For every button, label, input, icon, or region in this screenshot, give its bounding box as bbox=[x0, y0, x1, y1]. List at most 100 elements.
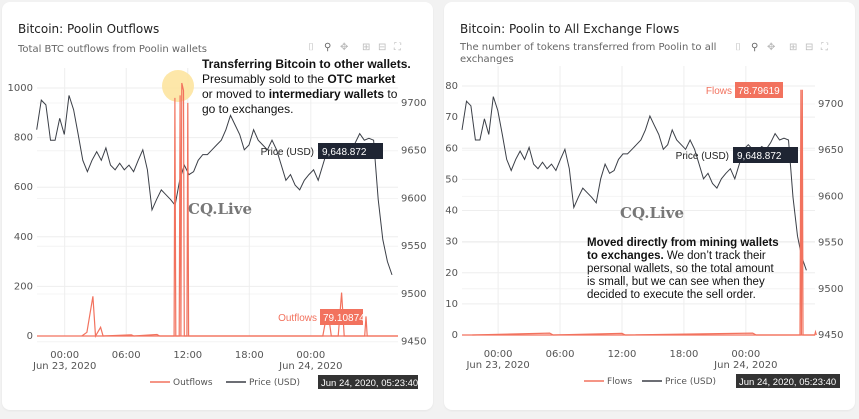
legend-item-price: Price (USD) bbox=[665, 377, 716, 387]
x-tick-label: 00:00 bbox=[731, 349, 760, 360]
x-tick-label: 06:00 bbox=[546, 349, 575, 360]
chart-1: 0 10 20 30 40 50 60 70 80 9450 9500 9550 9600 9650 970… bbox=[445, 42, 843, 388]
chart-title: Bitcoin: Poolin to All Exchange Flows bbox=[460, 22, 680, 36]
x-tick-label: 00:00 bbox=[296, 350, 325, 361]
y-tick-label: 0 bbox=[27, 331, 33, 342]
y2-tick-label: 9500 bbox=[818, 284, 843, 295]
annotation-line: to bbox=[384, 87, 398, 101]
pan-icon[interactable]: ✥ bbox=[767, 42, 775, 53]
x-tick-date: Jun 23, 2020 bbox=[465, 360, 529, 371]
chart-subtitle: Total BTC outflows from Poolin wallets bbox=[18, 44, 208, 55]
legend-item-flows: Flows bbox=[607, 377, 633, 387]
y-tick-label: 200 bbox=[14, 281, 33, 292]
annotation-line: personal wallets, so the total amount bbox=[587, 263, 774, 275]
hover-flow-value: 78.79619 bbox=[738, 86, 780, 97]
x-tick-date: Jun 24, 2020 bbox=[713, 360, 777, 371]
y-tick-label: 70 bbox=[445, 112, 458, 123]
y2-tick-label: 9600 bbox=[818, 191, 843, 202]
y2-tick-label: 9700 bbox=[818, 99, 843, 110]
zoom-out-icon[interactable]: ⊟ bbox=[805, 42, 813, 53]
y-tick-label: 50 bbox=[445, 174, 458, 185]
x-tick-date: Jun 24, 2020 bbox=[278, 361, 342, 372]
y2-tick-label: 9450 bbox=[818, 330, 843, 341]
hover-price-label: Price (USD) bbox=[261, 147, 314, 158]
hover-flow-label: Outflows bbox=[278, 313, 317, 324]
x-tick-label: 00:00 bbox=[484, 349, 513, 360]
x-tick-label: 06:00 bbox=[112, 350, 141, 361]
annotation-exchange-flows: Moved directly from mining wallets to ex… bbox=[587, 237, 779, 302]
hover-date-box bbox=[736, 374, 840, 388]
hover-price-value: 9,648.872 bbox=[322, 147, 367, 158]
zoom-in-icon[interactable]: ⊞ bbox=[789, 42, 797, 53]
y-tick-label: 40 bbox=[445, 206, 458, 217]
legend-item-price: Price (USD) bbox=[249, 378, 300, 388]
y2-tick-label: 9600 bbox=[401, 193, 426, 204]
y2-tick-label: 9550 bbox=[818, 238, 843, 249]
camera-icon[interactable]: ⌷ bbox=[308, 42, 314, 53]
watermark-logo: CQ.Live bbox=[620, 204, 684, 222]
price-line bbox=[36, 95, 393, 276]
y-tick-label: 20 bbox=[445, 268, 458, 279]
annotation-line: decided to execute the sell order. bbox=[587, 289, 756, 301]
chart-subtitle: The number of tokens transferred from Po… bbox=[460, 42, 717, 65]
autoscale-icon[interactable]: ⛶ bbox=[393, 42, 402, 53]
y2-tick-label: 9550 bbox=[401, 241, 426, 252]
annotation-emphasis: intermediary wallets bbox=[268, 87, 385, 101]
y-tick-label: 400 bbox=[14, 232, 33, 243]
x-tick-label: 18:00 bbox=[235, 350, 264, 361]
annotation-outflows: Transferring Bitcoin to other wallets. P… bbox=[202, 57, 411, 117]
hover-date: Jun 24, 2020, 05:23:40 bbox=[739, 377, 836, 388]
y-tick-label: 800 bbox=[14, 133, 33, 144]
y2-tick-label: 9700 bbox=[401, 98, 426, 109]
chart-title: Bitcoin: Poolin Outflows bbox=[18, 22, 160, 36]
flow-line bbox=[81, 82, 398, 338]
y-tick-label: 80 bbox=[445, 81, 458, 92]
flow-line bbox=[472, 89, 817, 336]
y2-tick-label: 9650 bbox=[401, 146, 426, 157]
zoom-out-icon[interactable]: ⊟ bbox=[378, 42, 386, 53]
x-tick-label: 12:00 bbox=[608, 349, 637, 360]
annotation-emphasis: to exchanges. bbox=[587, 250, 664, 262]
y2-tick-label: 9650 bbox=[818, 145, 843, 156]
watermark-logo: CQ.Live bbox=[188, 200, 252, 218]
hover-price-box bbox=[318, 143, 383, 159]
annotation-line: is small, but we can see when they bbox=[587, 276, 765, 288]
hover-flow-box bbox=[320, 309, 363, 325]
y-tick-label: 30 bbox=[445, 237, 458, 248]
hover-date-box bbox=[318, 375, 418, 389]
zoom-icon[interactable]: ⚲ bbox=[751, 42, 758, 53]
legend-item-flows: Outflows bbox=[173, 378, 213, 388]
y-tick-label: 0 bbox=[452, 330, 458, 341]
zoom-in-icon[interactable]: ⊞ bbox=[362, 42, 370, 53]
x-tick-date: Jun 23, 2020 bbox=[32, 361, 96, 372]
x-tick-label: 00:00 bbox=[50, 350, 79, 361]
x-tick-label: 12:00 bbox=[173, 350, 202, 361]
annotation-line: or moved to bbox=[202, 87, 269, 101]
chart-0: 0 200 400 600 800 1000 9450 9500 9550 9600 9650 970… bbox=[8, 42, 426, 389]
annotation-line: Presumably sold to the bbox=[202, 72, 328, 86]
price-line bbox=[461, 96, 807, 271]
hover-flow-box bbox=[735, 82, 783, 98]
autoscale-icon[interactable]: ⛶ bbox=[820, 42, 829, 53]
hover-price-label: Price (USD) bbox=[676, 151, 729, 162]
y-tick-label: 600 bbox=[14, 182, 33, 193]
annotation-line: go to exchanges. bbox=[202, 102, 294, 116]
x-tick-label: 18:00 bbox=[670, 349, 699, 360]
camera-icon[interactable]: ⌷ bbox=[735, 42, 741, 53]
annotation-line: Moved directly from mining wallets bbox=[587, 237, 779, 249]
hover-flow-value: 79.10874 bbox=[323, 313, 365, 324]
annotation-emphasis: OTC market bbox=[327, 72, 396, 86]
hover-price-box bbox=[733, 147, 798, 163]
zoom-icon[interactable]: ⚲ bbox=[324, 42, 331, 53]
exchange-flows-chart-card: Bitcoin: Poolin to All Exchange Flows Th… bbox=[444, 2, 855, 410]
pan-icon[interactable]: ✥ bbox=[340, 42, 348, 53]
y2-tick-label: 9500 bbox=[401, 289, 426, 300]
y-tick-label: 1000 bbox=[8, 83, 33, 94]
hover-date: Jun 24, 2020, 05:23:40 bbox=[321, 378, 418, 389]
annotation-line: We don’t track their bbox=[663, 250, 766, 262]
y-tick-label: 60 bbox=[445, 143, 458, 154]
highlight-circle bbox=[162, 70, 194, 102]
hover-flow-label: Flows bbox=[706, 86, 732, 97]
hover-price-value: 9,648.872 bbox=[737, 151, 782, 162]
